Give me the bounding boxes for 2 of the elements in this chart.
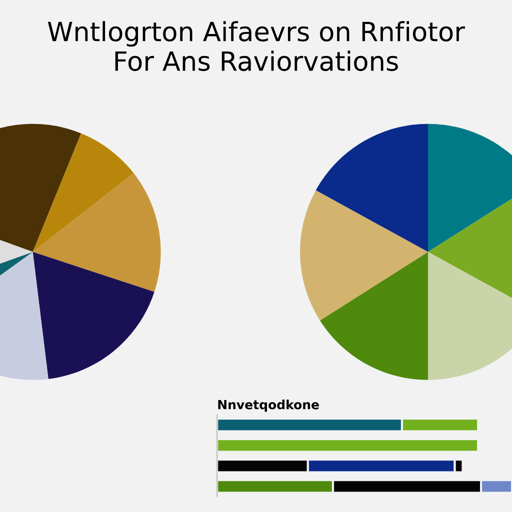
text: Wntlogrton Aifaevrs on Rnfiotor For Ans Raviorvations — [48, 21, 465, 72]
chart-title: Nnvetqodkone — [218, 400, 319, 412]
